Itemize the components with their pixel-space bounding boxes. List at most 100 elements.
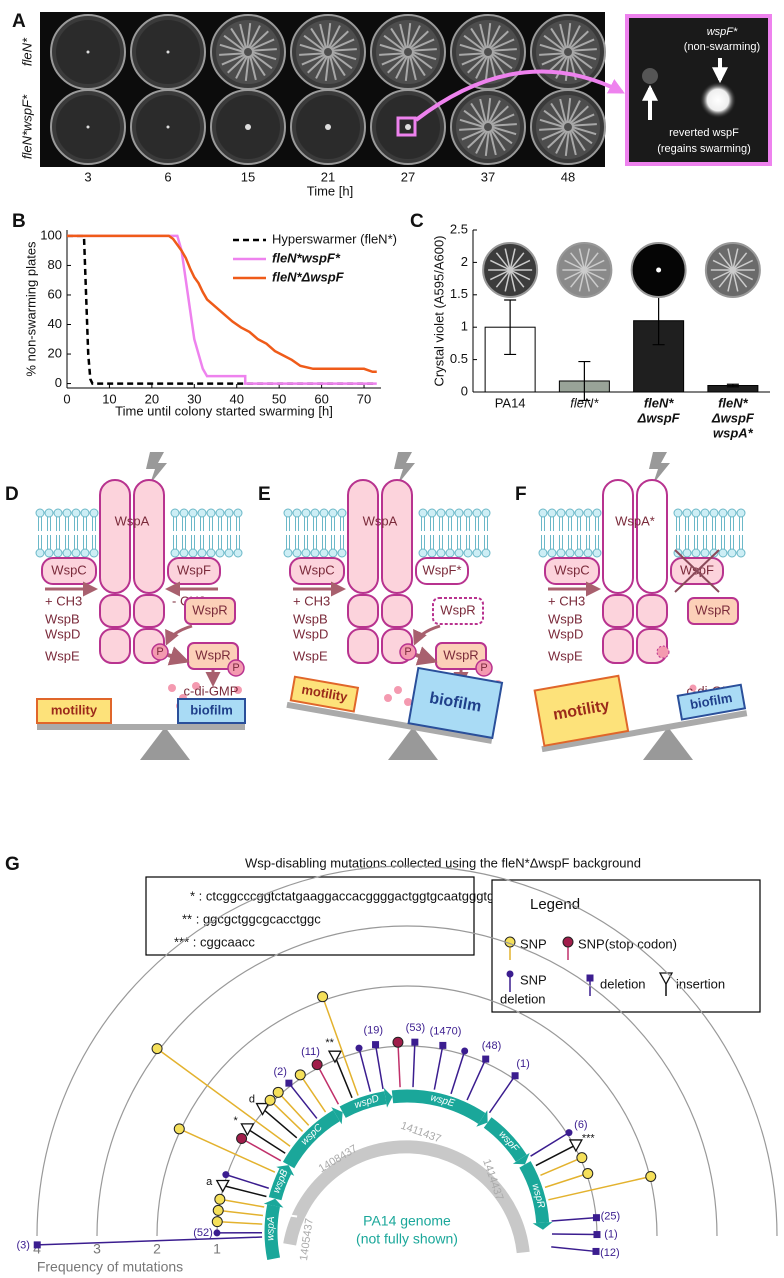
- mutation-snp-deletion: [565, 1129, 573, 1137]
- gene-arrowhead: [263, 1198, 284, 1208]
- mutation-stem: [488, 1075, 516, 1114]
- lipid-head: [673, 508, 683, 518]
- swarm-tendril: [407, 25, 421, 49]
- mutation-stem: [551, 1246, 597, 1253]
- lipid-head: [691, 548, 701, 558]
- mutation-stem: [548, 1175, 651, 1201]
- swarm-tendril: [712, 259, 734, 271]
- diagram-label: WspB: [293, 611, 328, 626]
- c-di-GMP-dot: [384, 694, 392, 702]
- swarm-tendril: [541, 53, 566, 66]
- connector-arrow: [414, 69, 625, 122]
- lipid-head: [215, 548, 225, 558]
- swarm-tendril: [331, 48, 357, 52]
- lipid-head: [310, 548, 320, 558]
- lipid-head: [292, 508, 302, 518]
- lipid-head: [215, 508, 225, 518]
- time-label: 15: [241, 169, 255, 184]
- diagram-label: P: [156, 646, 163, 658]
- lipid-head: [44, 508, 54, 518]
- wspA-pillar: [636, 479, 668, 594]
- signal-bolt: [394, 452, 415, 484]
- diagram-label: WspB: [548, 611, 583, 626]
- mutation-label: (11): [301, 1046, 320, 1058]
- swarm-tendril: [570, 54, 586, 77]
- lipid-head: [445, 548, 455, 558]
- lipid-head: [197, 508, 207, 518]
- swarm-tendril: [509, 269, 525, 288]
- swarm-tendril: [467, 129, 487, 149]
- gene-arrow: [264, 1204, 281, 1260]
- diagram-label: + CH3: [293, 593, 330, 608]
- swarm-tendril: [564, 269, 585, 281]
- lipid-head: [727, 548, 737, 558]
- swarm-tendril: [246, 22, 252, 49]
- phospho-site: [475, 659, 493, 677]
- mutation-snp-deletion: [461, 1047, 469, 1055]
- swarm-tendril: [567, 25, 581, 49]
- swarm-tendril: [463, 109, 485, 127]
- lipid-head: [583, 548, 593, 558]
- inset-label: wspF*: [707, 26, 738, 38]
- signal-bolt: [146, 452, 167, 484]
- swarm-tendril: [404, 55, 410, 82]
- swarm-tendril: [409, 55, 417, 81]
- swarm-tendril: [732, 269, 739, 292]
- swarm-tendril: [569, 130, 577, 156]
- colony: [245, 124, 251, 130]
- y-axis-title: % non-swarming plates: [23, 241, 38, 377]
- swarm-tendril: [578, 248, 586, 271]
- ring-label: 2: [153, 1241, 161, 1257]
- seesaw: motility biofilm: [36, 698, 246, 730]
- wspBD-block: [636, 594, 668, 628]
- swarm-tendril: [411, 52, 433, 70]
- gene-arrow: [483, 1117, 527, 1162]
- swarm-tendril: [479, 23, 487, 49]
- mutation-stem: [535, 1144, 577, 1167]
- gene-arrowhead: [276, 1165, 295, 1176]
- lipid-head: [445, 508, 455, 518]
- x-axis-title: Time until colony started swarming [h]: [115, 403, 333, 418]
- mutation-label: (2): [273, 1066, 286, 1078]
- transfer-arrow: [167, 646, 190, 666]
- lipid-head: [233, 548, 243, 558]
- wspC-protein: [544, 557, 600, 585]
- swarm-tendril: [495, 252, 511, 271]
- fulcrum: [643, 727, 693, 760]
- diagram-label: WspB: [45, 611, 80, 626]
- lipid-head: [565, 548, 575, 558]
- mutation-snp: [211, 1216, 223, 1228]
- diagram-label: P: [232, 662, 239, 674]
- gene-label: wspA: [265, 1216, 277, 1241]
- swarm-tendril: [410, 38, 435, 51]
- swarm-tendril: [251, 48, 277, 52]
- mutation-stem: [358, 1047, 372, 1092]
- highlight-box: [396, 116, 417, 137]
- lipid-head: [71, 508, 81, 518]
- swarm-tendril: [381, 53, 406, 66]
- gene-arrow: [519, 1161, 550, 1224]
- lipid-head: [35, 508, 45, 518]
- swarm-tendril: [235, 55, 249, 79]
- motility-box: [533, 674, 630, 747]
- lipid-head: [481, 508, 491, 518]
- mutation-deletion: [439, 1041, 447, 1049]
- mutation-snp-stop: [311, 1059, 323, 1071]
- swarm-tendril: [570, 38, 595, 51]
- swarm-tendril: [571, 123, 597, 127]
- mutation-stem: [334, 1055, 353, 1099]
- diagram-label: P: [404, 646, 411, 658]
- x-tick-label: 70: [357, 391, 371, 406]
- lipid-head: [224, 508, 234, 518]
- panel-title: Wsp-disabling mutations collected using …: [245, 855, 641, 870]
- mutation-stem: [433, 1045, 444, 1090]
- error-bar: [726, 383, 739, 388]
- swarm-tendril: [732, 259, 754, 271]
- swarm-tendril: [584, 269, 605, 281]
- plate-agar: [376, 20, 440, 84]
- lipid-head: [283, 508, 293, 518]
- y-tick-label: 1: [461, 319, 468, 334]
- legend-symbol: [658, 972, 674, 986]
- lipid-head: [547, 508, 557, 518]
- lipid-head: [427, 508, 437, 518]
